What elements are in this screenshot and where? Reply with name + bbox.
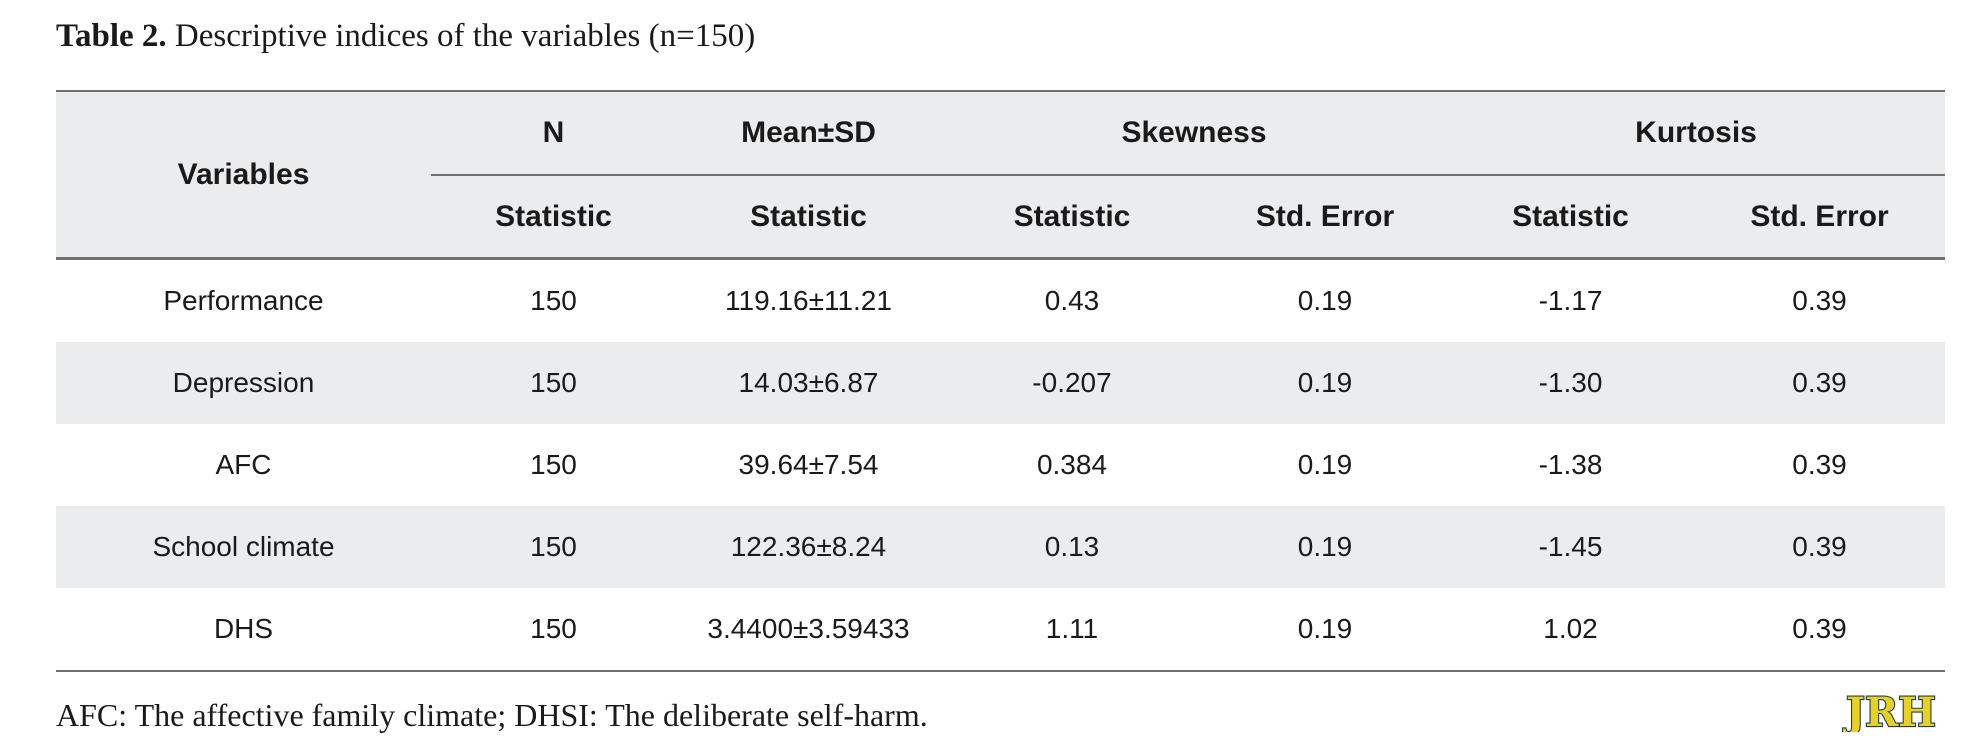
descriptive-table: Variables N Mean±SD Skewness Kurtosis St…	[56, 90, 1945, 672]
cell-skewness-statistic: 1.11	[941, 588, 1203, 672]
cell-kurtosis-statistic: -1.30	[1447, 342, 1694, 424]
cell-kurtosis-std-error: 0.39	[1792, 449, 1847, 480]
cell-n: 150	[530, 449, 577, 480]
cell-kurtosis-statistic: -1.17	[1538, 285, 1603, 316]
cell-variable: DHS	[56, 588, 431, 672]
header-variables: Variables	[56, 90, 431, 260]
subheader-n-statistic: Statistic	[431, 175, 676, 260]
header-row-groups: Variables N Mean±SD Skewness Kurtosis	[56, 90, 1945, 260]
header-mean-sd: Mean±SD	[676, 90, 941, 176]
table-row: School climate 150 122.36±8.24 0.13 0.19…	[56, 506, 1945, 588]
cell-skewness-std-error: 0.19	[1203, 342, 1447, 424]
table-body: Performance 150 119.16±11.21 0.43 0.19 -…	[56, 259, 1945, 672]
table-caption: Table 2. Descriptive indices of the vari…	[56, 14, 755, 58]
cell-mean-sd: 119.16±11.21	[725, 285, 892, 316]
journal-logo-icon: JRH	[1842, 690, 1937, 732]
cell-variable: Performance	[163, 285, 324, 316]
cell-n: 150	[431, 588, 676, 672]
table-footnote: AFC: The affective family climate; DHSI:…	[56, 697, 928, 733]
header-n: N	[431, 90, 676, 176]
cell-n: 150	[431, 342, 676, 424]
subheader-skewness-std-error: Std. Error	[1203, 175, 1447, 260]
table-title: Descriptive indices of the variables (n=…	[174, 18, 756, 54]
cell-mean-sd: 122.36±8.24	[676, 506, 941, 588]
journal-logo-text: JRH	[1843, 690, 1936, 732]
cell-skewness-std-error: 0.19	[1203, 506, 1447, 588]
cell-variable: School climate	[56, 506, 431, 588]
table-header: Variables N Mean±SD Skewness Kurtosis St…	[56, 90, 1945, 260]
cell-skewness-std-error: 0.19	[1203, 588, 1447, 672]
cell-n: 150	[530, 285, 577, 316]
cell-skewness-statistic: 0.13	[941, 506, 1203, 588]
cell-kurtosis-std-error: 0.39	[1694, 588, 1945, 672]
cell-kurtosis-std-error: 0.39	[1694, 342, 1945, 424]
cell-kurtosis-statistic: -1.45	[1447, 506, 1694, 588]
cell-skewness-statistic: -0.207	[941, 342, 1203, 424]
cell-variable: AFC	[215, 449, 272, 480]
subheader-kurtosis-std-error: Std. Error	[1694, 175, 1945, 260]
table-row: Performance 150 119.16±11.21 0.43 0.19 -…	[56, 259, 1945, 343]
cell-skewness-statistic: 0.384	[1036, 449, 1108, 480]
cell-mean-sd: 39.64±7.54	[738, 449, 879, 480]
cell-n: 150	[431, 506, 676, 588]
table-row: DHS 150 3.4400±3.59433 1.11 0.19 1.02 0.…	[56, 588, 1945, 672]
cell-skewness-statistic: 0.43	[1044, 285, 1100, 316]
subheader-kurtosis-statistic: Statistic	[1447, 175, 1694, 260]
header-kurtosis: Kurtosis	[1447, 90, 1945, 176]
cell-skewness-std-error: 0.19	[1297, 449, 1353, 480]
table-row: AFC 150 39.64±7.54 0.384 0.19 -1.38 0.39	[56, 424, 1945, 506]
table-row: Depression 150 14.03±6.87 -0.207 0.19 -1…	[56, 342, 1945, 424]
cell-kurtosis-std-error: 0.39	[1792, 285, 1847, 316]
cell-kurtosis-std-error: 0.39	[1694, 506, 1945, 588]
cell-variable: Depression	[56, 342, 431, 424]
subheader-skewness-statistic: Statistic	[941, 175, 1203, 260]
subheader-mean-statistic: Statistic	[676, 175, 941, 260]
cell-kurtosis-statistic: 1.02	[1447, 588, 1694, 672]
cell-mean-sd: 14.03±6.87	[676, 342, 941, 424]
cell-mean-sd: 3.4400±3.59433	[676, 588, 941, 672]
cell-skewness-std-error: 0.19	[1297, 285, 1353, 316]
header-row-subheaders: Statistic Statistic Statistic Std. Error…	[56, 175, 1945, 260]
header-skewness: Skewness	[941, 90, 1447, 176]
table-label: Table 2.	[56, 18, 167, 54]
cell-kurtosis-statistic: -1.38	[1538, 449, 1603, 480]
